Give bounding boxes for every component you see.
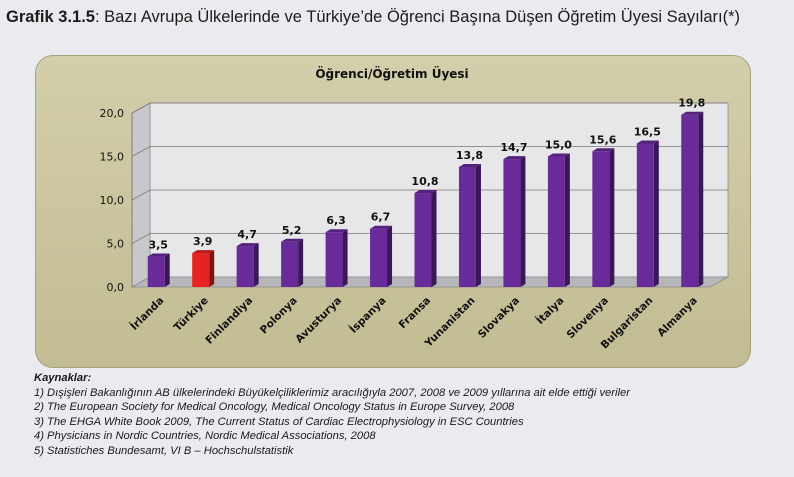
bar <box>147 256 165 287</box>
sources-block: Kaynaklar: 1) Dışişleri Bakanlığının AB … <box>34 371 784 459</box>
x-tick-label: İrlanda <box>127 293 166 332</box>
bar-value-label: 10,8 <box>411 175 438 188</box>
bar-top <box>547 153 570 157</box>
bar-value-label: 6,3 <box>326 214 346 227</box>
bar-value-label: 13,8 <box>456 149 483 162</box>
source-item-5: 5) Statistiches Bundesamt, VI B – Hochsc… <box>34 444 294 457</box>
bar <box>458 166 476 287</box>
source-item-3: 3) The EHGA White Book 2009, The Current… <box>34 415 524 428</box>
bar-side <box>653 140 659 287</box>
bar-value-label: 6,7 <box>371 211 391 224</box>
bar-value-label: 3,5 <box>148 239 168 252</box>
gridline <box>131 146 728 157</box>
y-tick-label: 15,0 <box>100 151 125 164</box>
bar <box>547 156 565 287</box>
y-tick-label: 5,0 <box>107 238 125 251</box>
x-tick-label: Fransa <box>397 295 433 331</box>
bar-side <box>431 190 437 287</box>
bar-side <box>164 253 170 287</box>
bar-side <box>475 163 481 287</box>
bar-top <box>414 190 437 194</box>
bar-top <box>147 253 170 257</box>
bar-value-label: 19,8 <box>678 97 705 110</box>
bar-top <box>681 111 704 115</box>
bar <box>414 193 432 287</box>
figure-heading: Grafik 3.1.5: Bazı Avrupa Ülkelerinde ve… <box>6 8 786 27</box>
bar-top <box>192 250 215 254</box>
bar-value-label: 16,5 <box>634 125 661 138</box>
x-tick-label: Türkiye <box>172 295 211 334</box>
bar-value-label: 4,7 <box>237 228 257 241</box>
bar-side <box>298 238 304 287</box>
x-tick-label: Slovenya <box>564 295 610 341</box>
x-tick-label: İspanya <box>346 293 389 336</box>
bar-top <box>503 156 526 160</box>
x-tick-label: Polonya <box>258 295 300 337</box>
bar-top <box>636 140 659 144</box>
bar-top <box>236 243 259 247</box>
bar <box>681 114 699 287</box>
bar-side <box>609 148 615 287</box>
source-item-4: 4) Physicians in Nordic Countries, Nordi… <box>34 430 376 443</box>
bar <box>325 232 343 287</box>
bar-side <box>387 225 393 287</box>
gridline <box>131 102 728 114</box>
bar-value-label: 15,0 <box>545 139 572 152</box>
bar-value-label: 5,2 <box>282 224 302 237</box>
y-tick-label: 0,0 <box>107 281 125 294</box>
bar-side <box>698 111 704 287</box>
x-tick-label: Finlandiya <box>203 295 255 347</box>
bar-value-label: 15,6 <box>589 133 616 146</box>
bar-side <box>564 153 570 287</box>
bar <box>281 241 299 287</box>
bar <box>370 228 388 287</box>
bar-top <box>325 229 348 233</box>
bar-side <box>520 156 526 287</box>
bar-top <box>458 163 481 167</box>
bar-top <box>281 238 304 242</box>
figure-title: : Bazı Avrupa Ülkelerinde ve Türkiye’de … <box>94 8 740 26</box>
x-tick-label: İtalya <box>533 293 567 327</box>
bar-value-label: 14,7 <box>500 141 527 154</box>
bar <box>236 246 254 287</box>
bar-side <box>209 250 215 287</box>
x-tick-label: Avusturya <box>293 295 344 346</box>
gridline <box>131 233 728 244</box>
bar <box>592 151 610 287</box>
chart-title: Öğrenci/Öğretim Üyesi <box>315 66 468 81</box>
source-item-2: 2) The European Society for Medical Onco… <box>34 401 515 414</box>
y-tick-label: 20,0 <box>100 107 125 120</box>
bar-side <box>342 229 348 287</box>
bar <box>636 143 654 287</box>
x-tick-label: Slovakya <box>476 295 522 341</box>
bar-side <box>253 243 259 287</box>
figure-number: Grafik 3.1.5 <box>6 8 95 26</box>
x-tick-label: Almanya <box>655 295 700 340</box>
source-item-1: 1) Dışişleri Bakanlığının AB ülkelerinde… <box>34 386 630 399</box>
bar-top <box>370 225 393 229</box>
bar <box>192 253 210 287</box>
bar <box>503 159 521 287</box>
sources-title: Kaynaklar: <box>34 372 92 384</box>
y-tick-label: 10,0 <box>100 194 125 207</box>
bar-chart: Öğrenci/Öğretim Üyesi 0,0 5,0 10,0 15,0 20,0 3… <box>100 66 730 351</box>
bar-value-label: 3,9 <box>193 235 213 248</box>
gridline <box>131 189 728 201</box>
bar-top <box>592 148 615 152</box>
